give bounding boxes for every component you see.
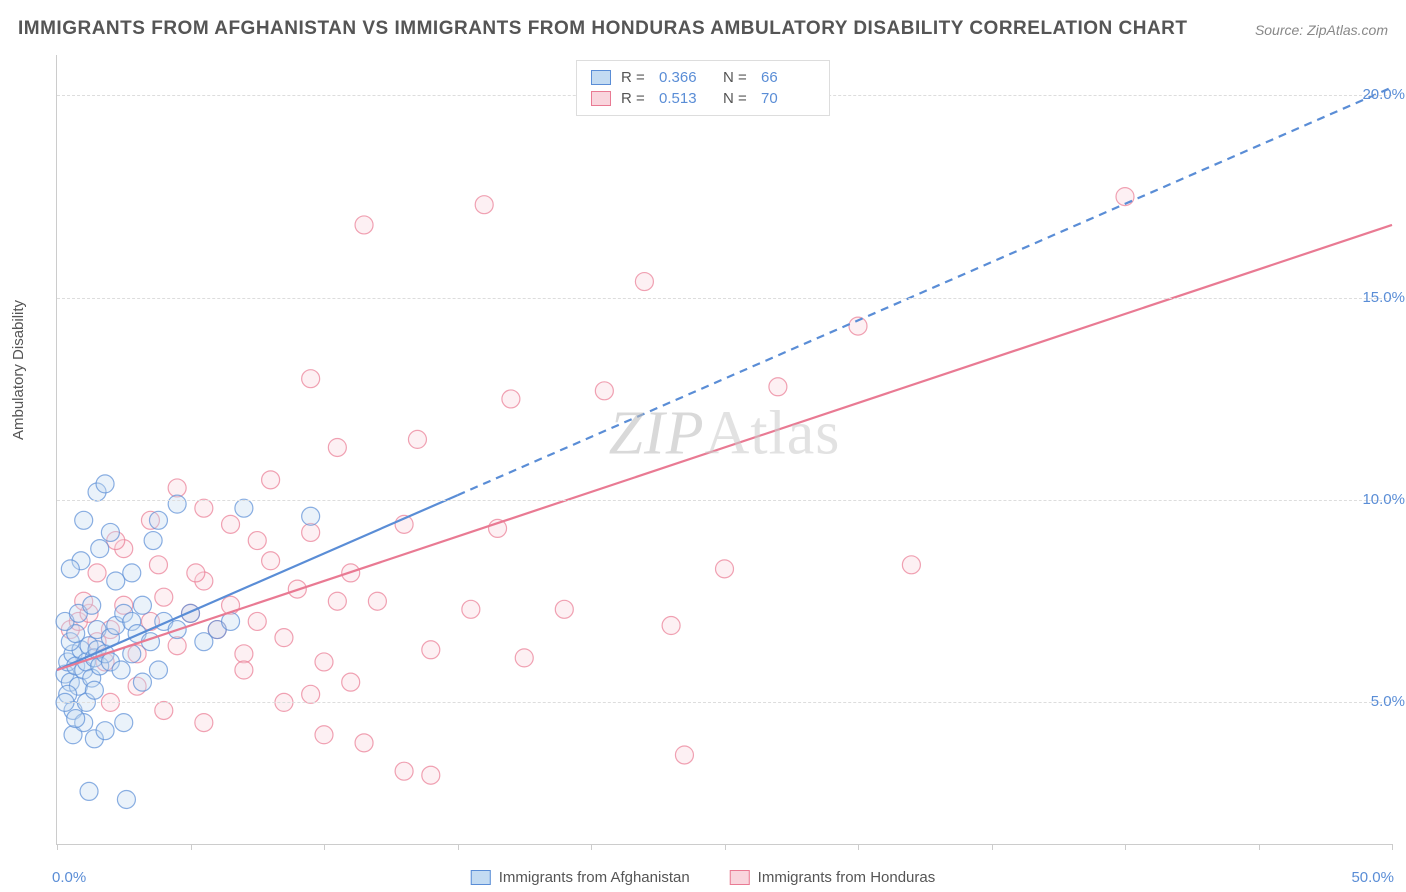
chart-title: IMMIGRANTS FROM AFGHANISTAN VS IMMIGRANT…	[18, 18, 1188, 40]
legend-label-afghanistan: Immigrants from Afghanistan	[499, 869, 690, 886]
y-axis-label: Ambulatory Disability	[10, 300, 27, 440]
r-value-afghanistan: 0.366	[659, 69, 713, 86]
n-label: N =	[723, 90, 751, 107]
scatter-svg	[57, 55, 1392, 844]
y-tick-20: 20.0%	[1362, 86, 1405, 103]
r-label: R =	[621, 90, 649, 107]
swatch-pink-icon	[730, 870, 750, 885]
legend-item-afghanistan: Immigrants from Afghanistan	[471, 869, 690, 886]
swatch-pink-icon	[591, 91, 611, 106]
swatch-blue-icon	[471, 870, 491, 885]
source-citation: Source: ZipAtlas.com	[1255, 22, 1388, 38]
legend-item-honduras: Immigrants from Honduras	[730, 869, 936, 886]
series-legend: Immigrants from Afghanistan Immigrants f…	[471, 869, 935, 886]
y-tick-10: 10.0%	[1362, 491, 1405, 508]
swatch-blue-icon	[591, 70, 611, 85]
y-tick-5: 5.0%	[1371, 693, 1405, 710]
r-label: R =	[621, 69, 649, 86]
n-value-afghanistan: 66	[761, 69, 815, 86]
n-value-honduras: 70	[761, 90, 815, 107]
x-tick-50: 50.0%	[1351, 869, 1394, 886]
legend-row-afghanistan: R = 0.366 N = 66	[591, 67, 815, 88]
x-tick-0: 0.0%	[52, 869, 86, 886]
correlation-legend: R = 0.366 N = 66 R = 0.513 N = 70	[576, 60, 830, 116]
legend-row-honduras: R = 0.513 N = 70	[591, 88, 815, 109]
r-value-honduras: 0.513	[659, 90, 713, 107]
legend-label-honduras: Immigrants from Honduras	[758, 869, 936, 886]
y-tick-15: 15.0%	[1362, 289, 1405, 306]
chart-plot-area: ZIPAtlas	[56, 55, 1392, 845]
n-label: N =	[723, 69, 751, 86]
